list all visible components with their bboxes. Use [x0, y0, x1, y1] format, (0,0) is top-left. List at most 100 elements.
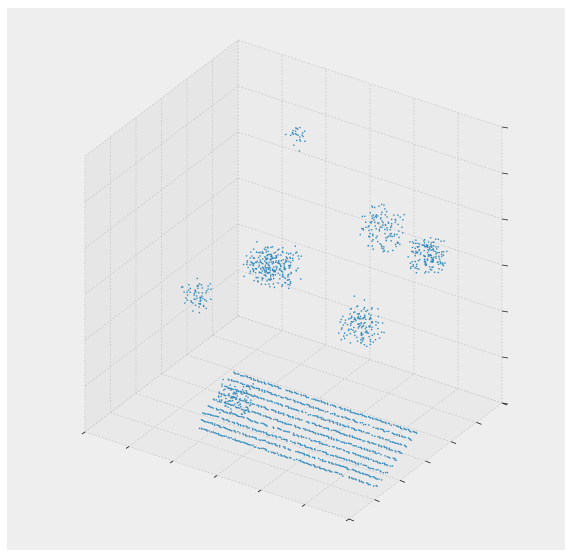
scan-ring-point [258, 381, 260, 383]
scan-ring-point [256, 421, 258, 424]
scan-ring-point [298, 443, 300, 445]
scan-ring-point [371, 450, 374, 452]
cluster-point [296, 128, 299, 130]
scan-ring-point [323, 460, 325, 462]
scan-ring-point [261, 381, 263, 384]
z-tick [501, 310, 509, 313]
scan-ring-point [393, 442, 396, 444]
cluster-point [218, 396, 220, 398]
scan-ring-point [375, 469, 377, 471]
cluster-point [391, 223, 393, 225]
cluster-point [416, 267, 418, 270]
scan-ring-point [359, 429, 361, 432]
scan-ring-point [234, 430, 236, 432]
scan-ring-point [246, 426, 248, 428]
scan-ring-point [341, 457, 343, 459]
cluster-point [225, 397, 227, 400]
scan-ring-point [404, 436, 407, 439]
cluster-point [343, 337, 346, 340]
scan-ring-point [397, 426, 400, 428]
cluster-point [359, 233, 361, 236]
scan-ring-point [388, 430, 390, 433]
cluster-point [383, 204, 385, 206]
cluster-point [289, 266, 291, 268]
cluster-point [199, 300, 201, 302]
cluster-point [367, 332, 369, 334]
scan-ring-point [231, 380, 233, 382]
cluster-point [289, 280, 292, 283]
scan-ring-point [384, 431, 386, 433]
scan-ring-point [237, 415, 239, 417]
cluster-point [365, 221, 367, 223]
scan-ring-point [214, 423, 216, 425]
cluster-point [375, 215, 377, 217]
scan-ring-point [372, 426, 375, 428]
cluster-point [245, 399, 248, 401]
scan-ring-point [316, 407, 318, 409]
cluster-point [271, 256, 273, 258]
scan-ring-point [263, 432, 265, 434]
cluster-point [270, 258, 272, 260]
cluster-point [389, 229, 391, 231]
cluster-point [264, 283, 267, 286]
scan-ring-point [368, 441, 370, 443]
scan-ring-point [330, 437, 332, 439]
cluster-point [290, 134, 292, 136]
scan-ring-point [299, 443, 301, 445]
scan-ring-point [250, 420, 252, 422]
scan-ring-point [353, 452, 355, 455]
scan-ring-point [314, 432, 316, 434]
scan-ring-point [228, 412, 231, 414]
scan-ring-point [360, 480, 363, 483]
scan-ring-point [252, 378, 255, 380]
cluster-point [429, 246, 431, 248]
scan-ring-point [236, 389, 238, 391]
scan-ring-point [409, 438, 411, 441]
scan-ring-point [295, 409, 297, 411]
cluster-point [259, 251, 261, 253]
scan-ring-point [237, 423, 239, 425]
scan-ring-point [226, 428, 228, 430]
cluster-point [368, 236, 371, 238]
scan-ring-point [301, 403, 303, 405]
scan-ring-point [363, 415, 365, 417]
cluster-point [271, 246, 274, 248]
scan-ring-point [371, 434, 373, 437]
cluster-point [272, 261, 274, 263]
scan-ring-point [300, 461, 302, 463]
cluster-point [377, 327, 379, 330]
cluster-point [299, 139, 301, 141]
scan-ring-point [345, 442, 348, 444]
cluster-point [393, 235, 395, 237]
scan-ring-point [281, 412, 283, 415]
cluster-point [263, 269, 265, 271]
cluster-point [287, 279, 289, 281]
scan-ring-point [380, 445, 382, 447]
scan-ring-point [311, 398, 313, 400]
cluster-point [414, 255, 416, 257]
scan-ring-point [362, 473, 364, 475]
cluster-point [432, 266, 434, 268]
cluster-point [245, 395, 247, 397]
cluster-point [369, 340, 372, 343]
scan-ring-point [350, 477, 353, 479]
scan-ring-point [208, 405, 211, 408]
scan-ring-point [383, 462, 386, 464]
scan-ring-point [239, 382, 242, 384]
scan-ring-point [248, 418, 250, 421]
scan-ring-point [251, 420, 254, 423]
cluster-point [436, 252, 439, 254]
scan-ring-point [314, 398, 316, 401]
scan-ring-point [255, 387, 258, 389]
scan-ring-point [339, 432, 342, 435]
scan-ring-point [255, 438, 257, 440]
cluster-point [247, 396, 249, 399]
scan-ring-point [228, 429, 231, 431]
grid-line [237, 315, 503, 404]
cluster-point [427, 244, 429, 247]
scan-ring-point [258, 447, 261, 450]
cluster-point [279, 263, 281, 265]
scan-ring-point [254, 411, 256, 414]
cluster-point [270, 261, 273, 263]
cluster-point [288, 253, 290, 255]
